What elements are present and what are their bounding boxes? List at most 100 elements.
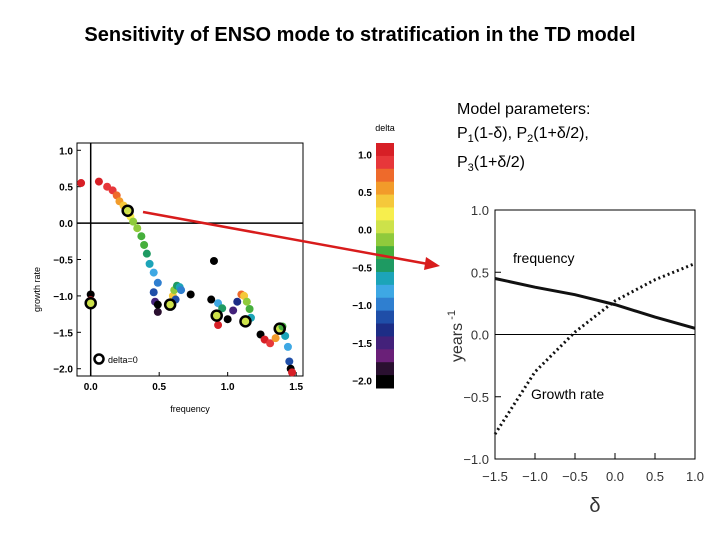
data-point [209, 256, 218, 265]
data-point [137, 232, 146, 241]
series-frequency [494, 277, 696, 330]
colorbar-swatch [376, 220, 394, 234]
growth-rate-annotation: Growth rate [531, 386, 604, 402]
colorbar-swatch [376, 207, 394, 221]
data-point [86, 290, 95, 299]
data-point [94, 177, 103, 186]
colorbar-title: delta [375, 123, 395, 133]
params-heading: Model parameters: [457, 101, 591, 118]
series-growth-rate [493, 262, 696, 435]
line-plot: −1.5 −1.0 −0.5 0.0 0.5 1.0 1.0 0.5 0.0 −0.5 −1.0 δ y… [446, 203, 704, 517]
delta-zero-marker [273, 322, 286, 335]
y-tick-label: −0.5 [463, 390, 489, 405]
data-point [271, 334, 280, 343]
x-tick-label: 1.5 [289, 382, 303, 393]
delta-zero-marker [239, 315, 252, 328]
colorbar-swatch [376, 194, 394, 208]
legend-marker [93, 353, 105, 365]
y-tick-label: 0.0 [471, 328, 489, 343]
x-tick-label: −1.0 [522, 469, 548, 484]
y-tick-label: 0.5 [59, 183, 73, 194]
x-tick-label: 0.5 [646, 469, 664, 484]
model-parameters: Model parameters: P1(1-δ), P2(1+δ/2), P3… [457, 98, 590, 180]
data-point [212, 311, 221, 320]
data-point [149, 268, 158, 277]
colorbar-tick-label: 0.0 [358, 226, 372, 237]
colorbar-swatch [376, 233, 394, 247]
colorbar-swatch [376, 271, 394, 286]
y-tick-label: 0.5 [471, 265, 489, 280]
x-axis-label: δ [589, 495, 600, 517]
colorbar-swatch [376, 375, 394, 389]
y-tick-label: −0.5 [53, 256, 73, 267]
data-point [140, 240, 149, 249]
x-tick-label: 1.0 [221, 382, 235, 393]
colorbar-swatch [376, 259, 394, 273]
data-point [149, 288, 158, 297]
x-tick-label: −1.5 [482, 469, 508, 484]
data-point [145, 259, 154, 268]
data-point [245, 305, 254, 314]
colorbar-tick-label: 1.0 [358, 150, 372, 161]
data-point [242, 297, 251, 306]
data-point [288, 368, 297, 377]
scatter-plot: 0.0 0.5 1.0 1.5 1.0 0.5 0.0 −0.5 −1.0 −1.5 −2.0 fre… [32, 142, 304, 414]
x-tick-label: 0.0 [84, 382, 98, 393]
x-tick-label: −0.5 [562, 469, 588, 484]
colorbar-tick-label: −1.0 [352, 301, 372, 312]
x-tick-label: 0.5 [152, 382, 166, 393]
colorbar-tick-label: −0.5 [352, 263, 372, 274]
arrow-head [424, 257, 440, 270]
data-point [153, 300, 162, 309]
x-axis-label: frequency [170, 404, 210, 414]
colorbar-swatch [376, 168, 394, 183]
data-point [86, 299, 95, 308]
x-tick-label: 1.0 [686, 469, 704, 484]
data-point [281, 331, 290, 340]
colorbar-swatch [376, 155, 394, 170]
data-point [177, 286, 186, 295]
data-point [285, 357, 294, 366]
y-axis-label: years -1 [446, 310, 466, 362]
y-tick-label: −1.0 [463, 452, 489, 467]
data-point [214, 321, 223, 330]
pointer-arrow [142, 210, 440, 270]
params-line-1: P1(1-δ), P2(1+δ/2), [457, 125, 589, 146]
data-point [166, 300, 175, 309]
y-tick-label: 1.0 [59, 146, 73, 157]
delta-zero-marker [210, 309, 223, 322]
y-axis-label-text: years [449, 323, 466, 362]
data-point [283, 342, 292, 351]
data-point [153, 307, 162, 316]
colorbar-swatch [376, 349, 394, 363]
colorbar-swatch [376, 297, 394, 312]
x-tick-label: 0.0 [606, 469, 624, 484]
data-point [266, 339, 275, 348]
data-point [241, 317, 250, 326]
y-tick-label: −1.0 [53, 292, 73, 303]
colorbar-tick-label: 0.5 [358, 188, 372, 199]
colorbar-swatch [376, 362, 394, 376]
data-point [186, 290, 195, 299]
data-point [77, 179, 86, 188]
y-tick-label: 0.0 [59, 219, 73, 230]
data-point [223, 315, 232, 324]
colorbar-swatch [376, 323, 394, 337]
y-tick-label: −1.5 [53, 328, 73, 339]
delta-zero-marker [163, 298, 177, 311]
colorbar-swatch [376, 336, 394, 350]
params-line-2: P3(1+δ/2) [457, 154, 525, 175]
page-title: Sensitivity of ENSO mode to stratificati… [84, 24, 636, 46]
data-point [129, 217, 138, 226]
frequency-annotation: frequency [513, 250, 574, 266]
data-point [133, 224, 142, 233]
y-axis-label-exponent: -1 [446, 310, 458, 323]
y-tick-label: 1.0 [471, 203, 489, 218]
colorbar-tick-label: −2.0 [352, 376, 372, 387]
delta-zero-marker [121, 204, 134, 217]
delta-colorbar: delta 1.0 0.5 0.0 −0.5 −1.0 −1.5 −2.0 [352, 123, 395, 389]
legend-label: delta=0 [108, 355, 138, 365]
data-point [207, 295, 216, 304]
data-point [233, 297, 242, 306]
